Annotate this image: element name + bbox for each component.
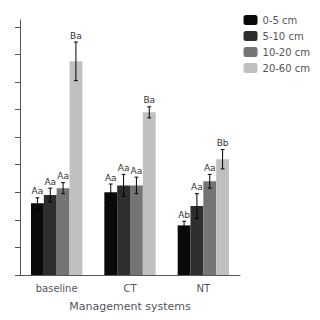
svg-text:Aa: Aa	[32, 186, 44, 196]
svg-text:Aa: Aa	[57, 171, 69, 181]
svg-text:Aa: Aa	[44, 177, 56, 187]
svg-text:20-60 cm: 20-60 cm	[263, 63, 310, 74]
svg-text:Aa: Aa	[131, 166, 143, 176]
svg-text:Aa: Aa	[191, 182, 203, 192]
svg-text:0-5 cm: 0-5 cm	[263, 15, 298, 26]
svg-text:Aa: Aa	[204, 163, 216, 173]
svg-text:Aa: Aa	[105, 173, 117, 183]
svg-text:CT: CT	[123, 283, 137, 294]
svg-text:Bb: Bb	[217, 138, 229, 148]
svg-text:5-10 cm: 5-10 cm	[263, 31, 304, 42]
svg-text:Ab: Ab	[178, 210, 190, 220]
svg-text:Ba: Ba	[143, 95, 155, 105]
svg-text:baseline: baseline	[36, 283, 78, 294]
svg-text:Management systems: Management systems	[69, 300, 191, 313]
svg-text:10-20 cm: 10-20 cm	[263, 47, 310, 58]
svg-text:Aa: Aa	[118, 163, 130, 173]
svg-text:Ba: Ba	[70, 31, 82, 41]
svg-text:NT: NT	[197, 283, 211, 294]
